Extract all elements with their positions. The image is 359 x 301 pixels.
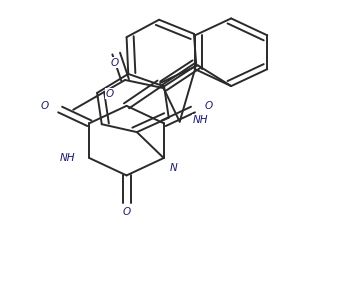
Text: O: O (106, 88, 114, 98)
Text: NH: NH (192, 115, 208, 125)
Text: N: N (170, 163, 177, 173)
Text: O: O (110, 57, 118, 68)
Text: O: O (122, 207, 131, 218)
Text: O: O (204, 101, 212, 111)
Text: O: O (41, 101, 49, 111)
Text: NH: NH (60, 153, 75, 163)
